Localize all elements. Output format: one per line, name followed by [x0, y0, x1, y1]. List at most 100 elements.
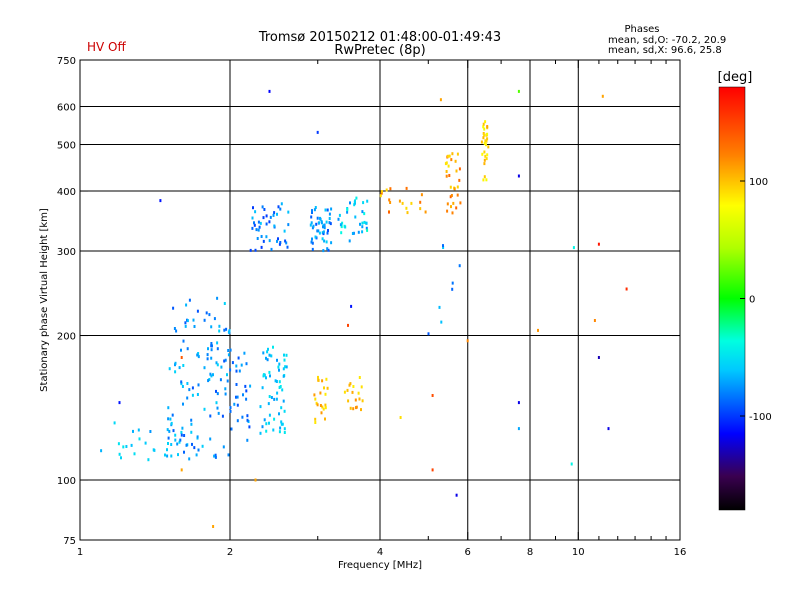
data-point — [455, 493, 458, 497]
data-point — [388, 198, 391, 202]
data-point — [201, 444, 204, 448]
data-point — [448, 154, 451, 158]
data-point — [209, 414, 212, 418]
data-point — [133, 452, 136, 456]
data-point — [196, 435, 199, 439]
data-point — [276, 358, 278, 362]
data-point — [268, 220, 271, 224]
data-point — [325, 377, 328, 381]
data-point — [442, 244, 444, 248]
data-point — [268, 353, 271, 357]
data-point — [223, 359, 226, 363]
data-point — [267, 402, 270, 406]
colorbar-ticks: 100 0 -100 — [740, 177, 772, 423]
data-point — [273, 397, 276, 401]
data-point — [193, 325, 196, 328]
data-point — [180, 382, 183, 386]
data-point — [282, 399, 285, 403]
data-point — [210, 344, 213, 348]
data-point — [183, 434, 186, 437]
data-point — [339, 223, 342, 227]
data-point — [254, 248, 257, 252]
data-point — [314, 235, 317, 239]
data-point — [439, 98, 442, 102]
data-point — [186, 319, 189, 323]
data-point — [311, 237, 313, 241]
data-point — [265, 235, 268, 239]
data-point — [314, 206, 317, 209]
data-point — [180, 356, 183, 359]
data-point — [314, 397, 317, 401]
data-point — [216, 363, 219, 367]
data-point — [458, 167, 461, 171]
data-point — [456, 193, 459, 197]
data-point — [284, 365, 287, 369]
data-point — [601, 94, 604, 98]
data-point — [226, 379, 229, 383]
data-point — [317, 378, 320, 382]
data-point — [322, 225, 324, 229]
data-points — [100, 89, 628, 528]
data-point — [279, 426, 282, 430]
data-point — [197, 355, 200, 359]
data-point — [273, 417, 276, 421]
data-point — [280, 420, 283, 424]
data-point — [486, 125, 489, 128]
data-point — [287, 210, 290, 214]
data-point — [209, 437, 212, 441]
data-point — [269, 215, 272, 219]
data-point — [445, 170, 448, 173]
data-point — [273, 224, 276, 228]
data-point — [330, 207, 333, 211]
data-point — [283, 229, 286, 233]
data-point — [213, 317, 216, 321]
data-point — [277, 365, 280, 369]
stats-o-mode: mean, sd,O: -70.2, 20.9 — [608, 35, 726, 46]
data-point — [327, 229, 329, 232]
data-point — [313, 393, 316, 397]
data-point — [268, 413, 271, 417]
data-point — [229, 348, 232, 352]
data-point — [278, 362, 281, 366]
data-point — [120, 456, 122, 460]
data-point — [265, 356, 267, 360]
data-point — [212, 525, 215, 528]
data-point — [483, 162, 486, 166]
data-point — [366, 199, 369, 203]
data-point — [180, 468, 183, 472]
data-point — [482, 132, 485, 135]
data-point — [381, 190, 383, 194]
y-tick-label: 400 — [57, 187, 76, 198]
data-point — [180, 433, 183, 437]
data-point — [311, 241, 314, 245]
data-point — [321, 237, 324, 241]
title-line1: Tromsø 20150212 01:48:00-01:49:43 — [258, 30, 501, 45]
stats-title: Phases — [624, 24, 659, 35]
data-point — [167, 417, 170, 421]
data-point — [328, 221, 331, 225]
data-point — [348, 239, 351, 243]
data-point — [214, 453, 217, 457]
data-point — [251, 226, 254, 230]
data-point — [278, 412, 280, 416]
data-point — [182, 339, 185, 343]
data-point — [207, 379, 210, 383]
data-point — [268, 89, 271, 93]
data-point — [181, 426, 184, 430]
x-axis: 1 2 4 6 8 10 16 — [77, 60, 686, 558]
data-point — [205, 311, 208, 315]
y-tick-label: 600 — [57, 103, 76, 114]
data-point — [361, 221, 364, 225]
data-point — [484, 154, 487, 158]
data-point — [265, 222, 268, 226]
data-point — [399, 416, 402, 419]
data-point — [326, 208, 329, 212]
data-point — [221, 414, 224, 418]
data-point — [268, 370, 271, 374]
data-point — [277, 205, 280, 209]
data-point — [309, 223, 312, 227]
y-tick-label: 300 — [57, 247, 76, 258]
data-point — [570, 462, 573, 466]
data-point — [420, 193, 423, 197]
data-point — [261, 205, 264, 209]
